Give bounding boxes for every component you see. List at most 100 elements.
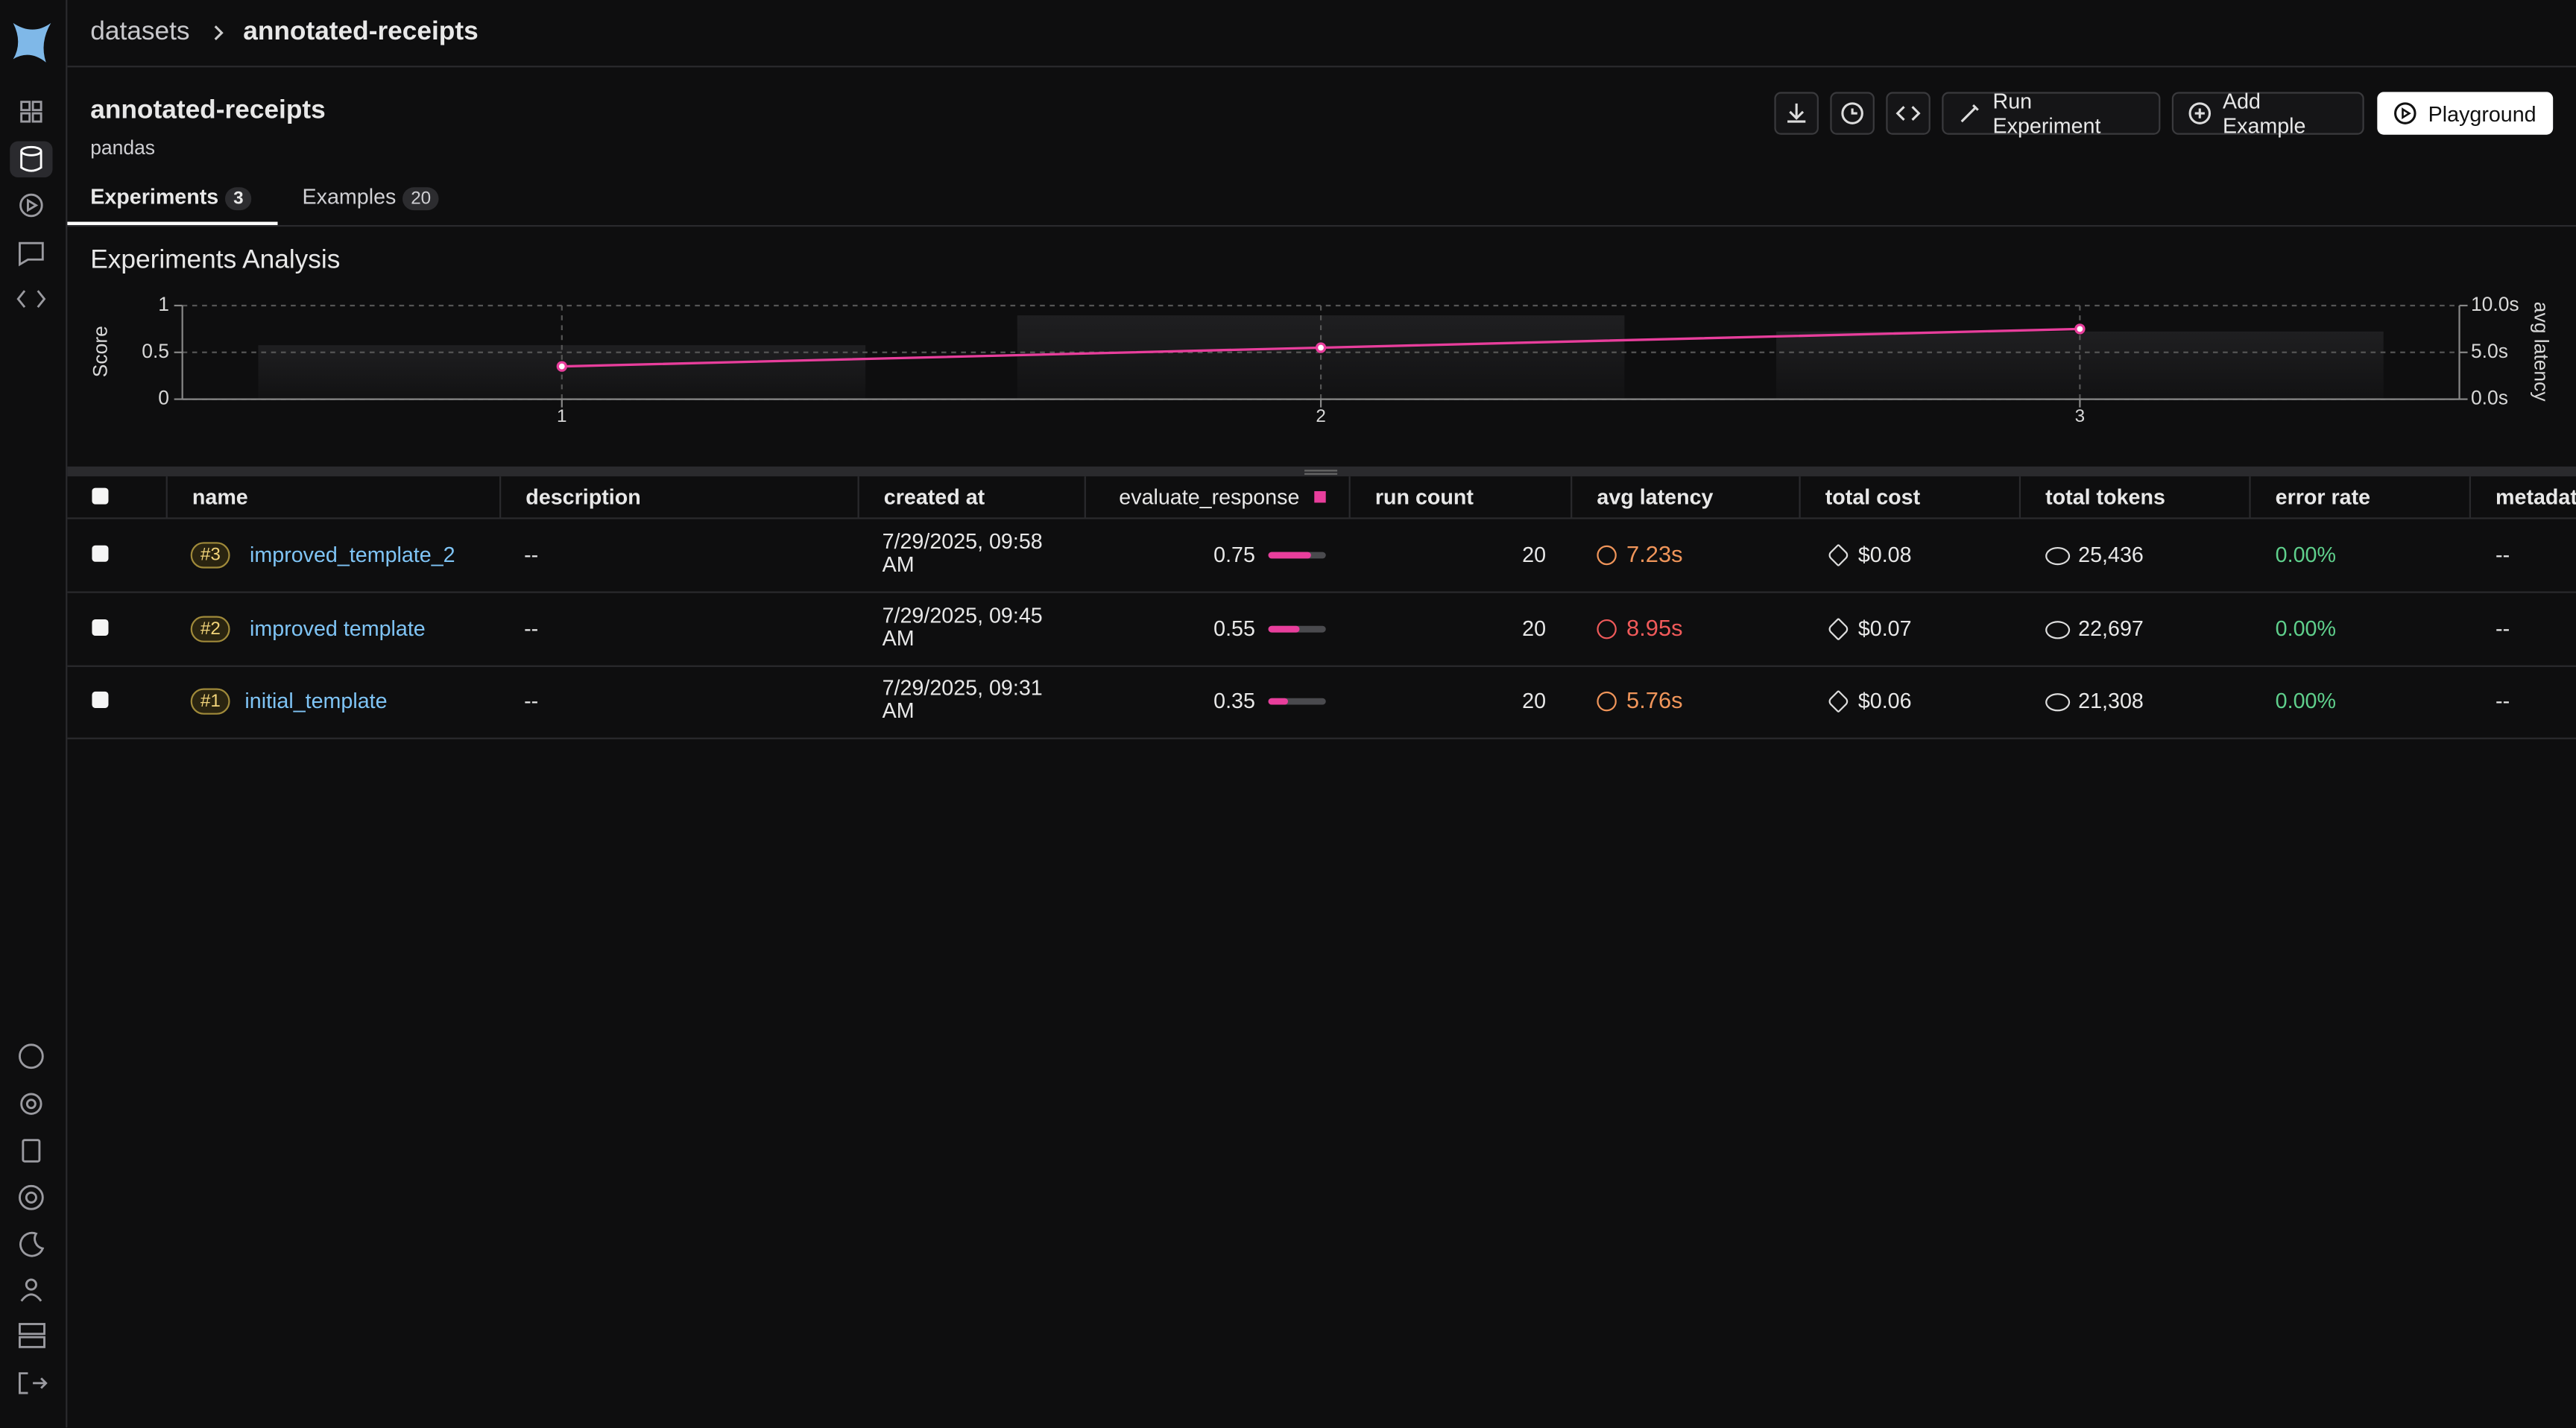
column-header: total tokens (2018, 476, 2250, 519)
metadata: -- (2496, 615, 2510, 640)
column-label: run count (1374, 484, 1474, 510)
logo[interactable] (13, 22, 51, 63)
run-count: 20 (1522, 542, 1547, 567)
token-icon (2045, 693, 2071, 713)
tab[interactable]: Experiments 3 (90, 183, 252, 211)
icon[interactable] (19, 1323, 45, 1336)
checkbox[interactable] (92, 487, 109, 505)
icon[interactable] (19, 241, 44, 267)
add-example-button[interactable]: Add Example (2171, 89, 2364, 138)
score: 0.35 (1213, 689, 1255, 714)
icon[interactable] (19, 193, 43, 218)
point (1315, 342, 1327, 353)
score-legend-swatch (1314, 491, 1326, 503)
breadcrumb-current: annotated-receipts (243, 18, 479, 46)
tab[interactable]: Examples 20 (302, 183, 440, 211)
column-label: name (192, 484, 248, 510)
score-track (1268, 625, 1326, 632)
run-count: 20 (1522, 615, 1547, 640)
code-button[interactable] (1886, 92, 1931, 135)
column-header: metadata (2469, 476, 2576, 519)
icon[interactable] (19, 1336, 45, 1348)
icon[interactable] (20, 1093, 42, 1115)
clock-icon (1597, 619, 1617, 639)
column-header: name (165, 476, 499, 519)
resize-handle[interactable] (67, 466, 2576, 477)
column-header: run count (1348, 476, 1571, 519)
created-at: 7/29/2025, 09:45 AM (882, 602, 1043, 651)
point (2074, 323, 2086, 335)
experiment-name[interactable]: improved_template_2 (250, 542, 455, 567)
sidebar (0, 0, 68, 1428)
tab-label: Experiments (90, 183, 219, 209)
score: 0.75 (1213, 542, 1255, 567)
icon[interactable] (31, 112, 42, 123)
tab-count: 3 (225, 187, 252, 211)
checkbox[interactable] (92, 619, 109, 636)
y2-tick-label: 5.0s (2471, 340, 2508, 362)
run-experiment-button[interactable]: Run Experiment (1942, 89, 2161, 138)
icon[interactable] (25, 1191, 37, 1204)
checkbox[interactable] (92, 692, 109, 709)
icon[interactable] (20, 1293, 42, 1302)
column-label: avg latency (1597, 484, 1714, 510)
icon[interactable] (19, 1231, 45, 1257)
clock-icon (1597, 545, 1617, 566)
icon[interactable] (25, 1278, 37, 1291)
rank-badge: #3 (190, 542, 231, 569)
total-tokens: 25,436 (2078, 542, 2144, 567)
created-at: 7/29/2025, 09:31 AM (882, 675, 1043, 724)
sidebar-icons (10, 22, 53, 1394)
experiment-name[interactable]: initial_template (244, 689, 388, 714)
column-header: evaluate_response (1084, 476, 1349, 519)
table-row (67, 666, 2576, 740)
icon[interactable] (20, 101, 31, 112)
playground-button[interactable]: Playground (2377, 92, 2554, 135)
column-header: total cost (1799, 476, 2018, 519)
x-tick-label: 2 (1316, 406, 1325, 426)
column-label: error rate (2275, 484, 2371, 510)
y-tick-label: 1 (158, 293, 169, 315)
token-icon (2045, 546, 2071, 566)
icon[interactable] (25, 1099, 37, 1110)
total-cost: $0.07 (1857, 615, 1912, 640)
experiment-name[interactable]: improved template (250, 615, 426, 640)
tab-label: Examples (302, 183, 397, 209)
metadata: -- (2496, 689, 2510, 714)
total-tokens: 22,697 (2078, 615, 2144, 640)
score-track (1268, 552, 1326, 559)
token-icon (2045, 620, 2071, 639)
icon[interactable] (27, 198, 39, 212)
icon[interactable] (20, 112, 31, 123)
total-cost: $0.08 (1857, 542, 1912, 567)
chart-title: Experiments Analysis (90, 246, 341, 275)
column-header: error rate (2249, 476, 2469, 519)
score-track (1268, 698, 1326, 706)
icon[interactable] (20, 151, 42, 172)
icon[interactable] (31, 101, 42, 112)
history-button[interactable] (1830, 92, 1875, 135)
button-label: Playground (2428, 101, 2536, 126)
score-bar (1268, 552, 1312, 559)
rank-badge: #2 (190, 615, 231, 642)
button-label: Add Example (2223, 89, 2306, 139)
column-header: created at (857, 476, 1085, 519)
icon[interactable] (19, 1043, 44, 1070)
icon[interactable] (22, 1139, 41, 1163)
download-button[interactable] (1774, 92, 1819, 135)
button-label: Run Experiment (1992, 89, 2101, 139)
column-label: created at (883, 484, 985, 510)
score: 0.55 (1213, 615, 1255, 640)
icon[interactable] (16, 290, 46, 309)
checkbox[interactable] (92, 545, 109, 562)
avg-latency: 8.95s (1626, 613, 1683, 640)
breadcrumb-link[interactable]: datasets (90, 18, 190, 46)
avg-latency: 5.76s (1626, 687, 1683, 714)
bar (258, 345, 866, 399)
icon[interactable] (19, 1372, 48, 1394)
resize-grip (1304, 470, 1338, 472)
created-at: 7/29/2025, 09:58 AM (882, 528, 1043, 577)
icon[interactable] (19, 1184, 44, 1210)
